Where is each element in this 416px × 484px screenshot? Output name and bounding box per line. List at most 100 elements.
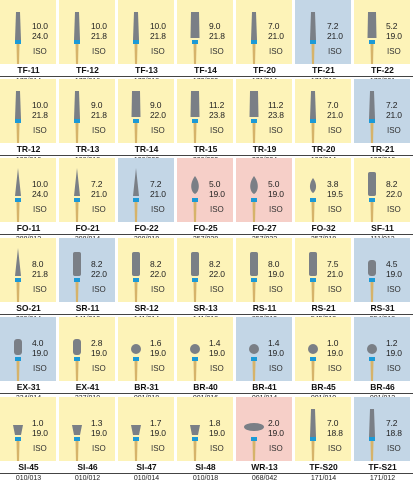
total-length-value: 19.0 (91, 428, 107, 438)
head-length-value: 8.2 (386, 179, 398, 189)
iso-label: ISO (210, 126, 224, 135)
bur-cell: 7.2 21.0 ISO (118, 158, 175, 222)
bur-cell: 7.0 21.0 ISO (236, 0, 293, 64)
head-length-value: 10.0 (32, 100, 48, 110)
bur-name: FO-22 (118, 222, 175, 234)
head-length-value: 8.2 (150, 259, 162, 269)
head-length-value: 7.2 (91, 179, 103, 189)
bur-name: WR-13 (236, 461, 293, 473)
row-divider (0, 314, 413, 315)
iso-label: ISO (33, 47, 47, 56)
bur-icon (14, 339, 22, 381)
bur-name: TR-19 (236, 143, 293, 155)
head-length-value: 1.4 (268, 338, 280, 348)
bur-cell: 1.8 19.0 ISO (177, 397, 234, 461)
total-length-value: 19.0 (268, 189, 284, 199)
head-length-value: 8.0 (268, 259, 280, 269)
iso-code: 010/013 (0, 473, 57, 484)
iso-label: ISO (269, 126, 283, 135)
bur-icon (131, 91, 141, 143)
bur-icon (73, 339, 81, 381)
bur-cell: 11.2 23.8 ISO (177, 79, 234, 143)
head-length-value: 7.2 (150, 179, 162, 189)
head-length-value: 7.0 (327, 100, 339, 110)
head-length-value: 1.3 (91, 418, 103, 428)
bur-icon (250, 252, 258, 302)
bur-name: FO-27 (236, 222, 293, 234)
bur-cell: 11.2 23.8 ISO (236, 79, 293, 143)
iso-label: ISO (269, 205, 283, 214)
total-length-value: 18.8 (386, 428, 402, 438)
head-length-value: 1.0 (327, 338, 339, 348)
head-length-value: 1.4 (209, 338, 221, 348)
bur-name: BR-40 (177, 381, 234, 393)
iso-label: ISO (151, 47, 165, 56)
total-length-value: 19.0 (209, 189, 225, 199)
bur-name: RS-31 (354, 302, 411, 314)
bur-cell: 7.2 21.0 ISO (295, 0, 352, 64)
bur-name: TR-15 (177, 143, 234, 155)
bur-cell: 10.0 21.8 ISO (0, 79, 57, 143)
bur-icon (368, 172, 376, 222)
bur-icon (310, 12, 316, 64)
iso-label: ISO (210, 285, 224, 294)
bur-cell: 9.0 21.8 ISO (59, 79, 116, 143)
total-length-value: 19.0 (91, 348, 107, 358)
bur-name: TF-11 (0, 64, 57, 76)
bur-cell: 1.0 19.0 ISO (0, 397, 57, 461)
head-length-value: 7.5 (327, 259, 339, 269)
bur-name: TF-13 (118, 64, 175, 76)
bur-cell: 1.4 19.0 ISO (177, 317, 234, 381)
iso-label: ISO (151, 444, 165, 453)
total-length-value: 19.0 (150, 428, 166, 438)
bur-cell: 7.0 18.8 ISO (295, 397, 352, 461)
total-length-value: 19.0 (386, 31, 402, 41)
iso-label: ISO (151, 285, 165, 294)
bur-icon (251, 12, 257, 64)
total-length-value: 24.0 (32, 31, 48, 41)
total-length-value: 22.0 (386, 189, 402, 199)
total-length-value: 19.0 (32, 428, 48, 438)
iso-label: ISO (92, 47, 106, 56)
bur-cell: 10.0 21.8 ISO (59, 0, 116, 64)
total-length-value: 19.0 (386, 269, 402, 279)
total-length-value: 18.8 (327, 428, 343, 438)
total-length-value: 22.0 (209, 269, 225, 279)
bur-name: SR-12 (118, 302, 175, 314)
bur-icon (73, 252, 81, 302)
bur-cell: 5.0 19.0 ISO (236, 158, 293, 222)
bur-icon (190, 425, 200, 461)
iso-label: ISO (33, 285, 47, 294)
bur-icon (15, 12, 21, 64)
bur-cell: 7.0 21.0 ISO (295, 79, 352, 143)
bur-name: TF-21 (295, 64, 352, 76)
head-length-value: 1.6 (150, 338, 162, 348)
iso-label: ISO (92, 126, 106, 135)
bur-cell: 10.0 24.0 ISO (0, 0, 57, 64)
iso-label: ISO (33, 444, 47, 453)
bur-name: SO-21 (0, 302, 57, 314)
total-length-value: 24.0 (32, 189, 48, 199)
bur-name: RS-11 (236, 302, 293, 314)
iso-code: 010/012 (59, 473, 116, 484)
head-length-value: 7.0 (327, 418, 339, 428)
head-length-value: 4.0 (32, 338, 44, 348)
bur-cell: 2.0 19.0 ISO (236, 397, 293, 461)
bur-cell: 2.8 19.0 ISO (59, 317, 116, 381)
bur-icon (191, 252, 199, 302)
bur-icon (369, 409, 375, 461)
bur-cell: 1.6 19.0 ISO (118, 317, 175, 381)
head-length-value: 10.0 (150, 21, 166, 31)
bur-name: TR-12 (0, 143, 57, 155)
iso-label: ISO (328, 285, 342, 294)
head-length-value: 1.0 (32, 418, 44, 428)
head-length-value: 2.0 (268, 418, 280, 428)
bur-cell: 10.0 21.8 ISO (118, 0, 175, 64)
total-length-value: 21.8 (150, 31, 166, 41)
iso-label: ISO (269, 47, 283, 56)
bur-icon (13, 425, 23, 461)
bur-cell: 8.2 22.0 ISO (177, 238, 234, 302)
total-length-value: 21.8 (32, 110, 48, 120)
head-length-value: 8.2 (91, 259, 103, 269)
